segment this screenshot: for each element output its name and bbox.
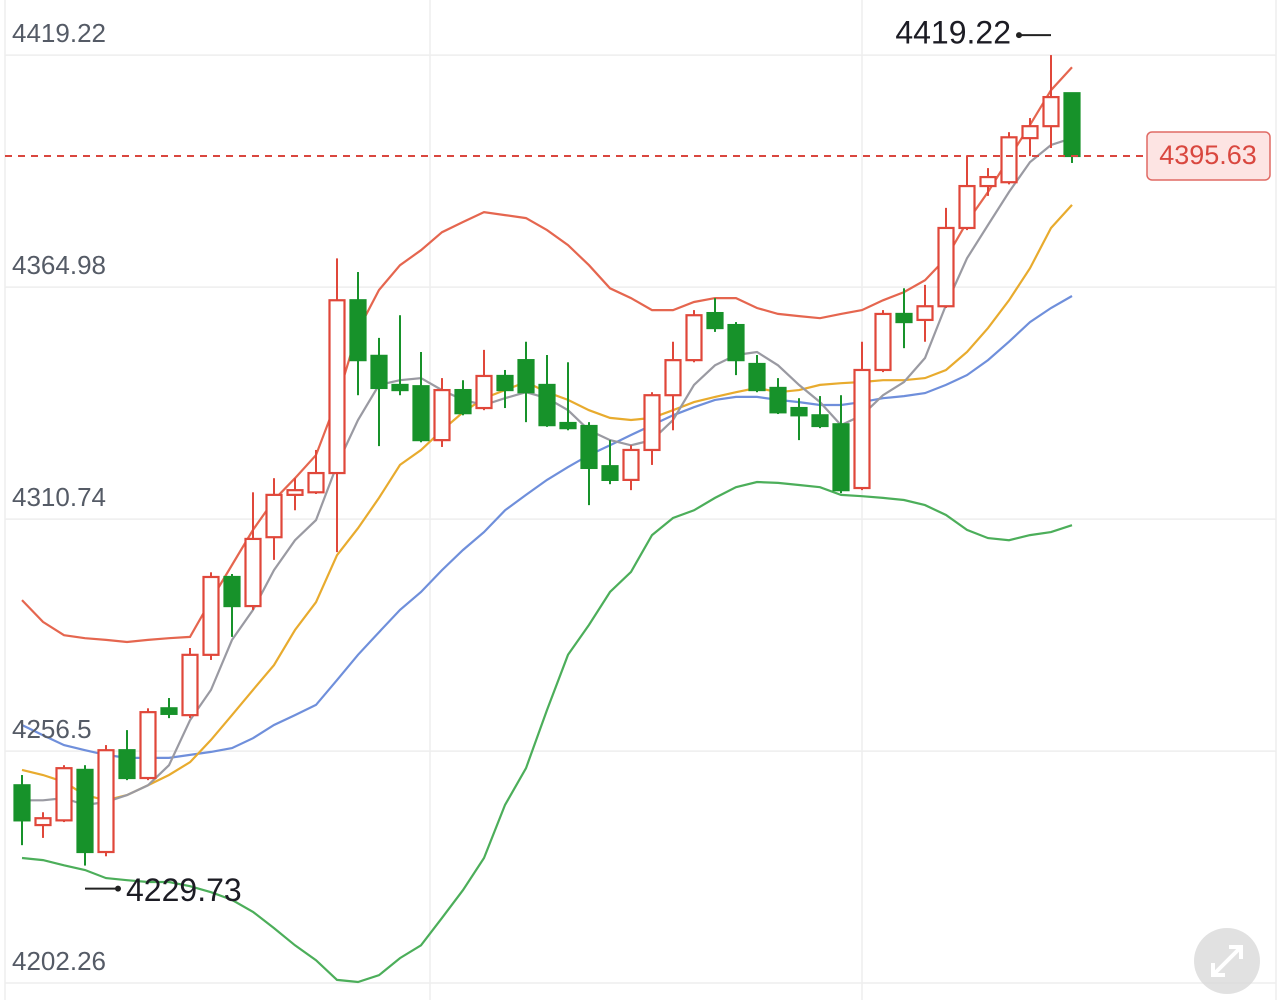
candle-body bbox=[97, 749, 115, 854]
candle-body bbox=[412, 385, 430, 442]
candle-body bbox=[244, 537, 262, 608]
candle-body bbox=[454, 388, 472, 415]
last-price-box bbox=[1146, 131, 1271, 181]
candle-body bbox=[601, 465, 619, 481]
candle-body bbox=[979, 175, 997, 188]
candle-body bbox=[790, 406, 808, 417]
indicator-line bbox=[21, 480, 1073, 984]
candle-body bbox=[727, 323, 745, 362]
candle-body bbox=[475, 374, 493, 410]
layout-grid bbox=[4, 0, 1277, 1000]
candle-body bbox=[55, 767, 73, 822]
candle-body bbox=[664, 359, 682, 397]
candle-body bbox=[538, 383, 556, 427]
candle-body bbox=[76, 768, 94, 854]
candle-body bbox=[1021, 125, 1039, 140]
candle-body bbox=[181, 653, 199, 717]
candle-body bbox=[517, 359, 535, 394]
last-price-label: 4395.63 bbox=[1159, 140, 1257, 170]
candle-body bbox=[916, 305, 934, 322]
candle-body bbox=[1063, 92, 1081, 158]
candle-body bbox=[349, 299, 367, 362]
candle-body bbox=[1000, 136, 1018, 184]
y-tick-label: 4310.74 bbox=[12, 482, 106, 512]
candle-body bbox=[685, 314, 703, 362]
indicator-line bbox=[21, 66, 1073, 644]
candle-body bbox=[433, 388, 451, 442]
candle-body bbox=[832, 423, 850, 492]
candle-body bbox=[160, 707, 178, 715]
candle-body bbox=[874, 312, 892, 372]
candle-body bbox=[706, 311, 724, 330]
candle-body bbox=[370, 354, 388, 390]
candle-body bbox=[223, 575, 241, 608]
high-label: 4419.22 bbox=[895, 15, 1011, 51]
candle-body bbox=[118, 749, 136, 780]
candle-body bbox=[643, 394, 661, 452]
candle-body bbox=[202, 575, 220, 656]
candle-body bbox=[391, 383, 409, 392]
candle-body bbox=[748, 362, 766, 392]
candle-body bbox=[811, 414, 829, 428]
candle-body bbox=[937, 226, 955, 308]
candle-body bbox=[13, 784, 31, 822]
y-tick-label: 4256.5 bbox=[12, 714, 92, 744]
y-tick-label: 4419.22 bbox=[12, 18, 106, 48]
expand-button[interactable] bbox=[1194, 928, 1260, 994]
candle-body bbox=[286, 489, 304, 496]
candle-body bbox=[139, 711, 157, 780]
y-tick-label: 4202.26 bbox=[12, 946, 106, 976]
candle-body bbox=[769, 386, 787, 414]
low-label: 4229.73 bbox=[126, 872, 242, 908]
candle-body bbox=[580, 424, 598, 470]
high-marker-dot bbox=[1016, 32, 1022, 39]
low-marker-dot bbox=[115, 885, 121, 892]
candle-body bbox=[622, 448, 640, 481]
candle-body bbox=[958, 184, 976, 230]
y-tick-label: 4364.98 bbox=[12, 250, 106, 280]
candle-body bbox=[496, 374, 514, 392]
indicator-line bbox=[22, 137, 1073, 807]
expand-icon bbox=[1211, 945, 1243, 977]
candle-body bbox=[265, 493, 283, 539]
candle-body bbox=[328, 299, 346, 475]
candle-body bbox=[853, 368, 871, 490]
candle-body bbox=[1042, 95, 1060, 128]
candle-body bbox=[307, 471, 325, 494]
candle-body bbox=[559, 421, 577, 430]
candle-body bbox=[34, 817, 52, 827]
candle-body bbox=[895, 312, 913, 324]
